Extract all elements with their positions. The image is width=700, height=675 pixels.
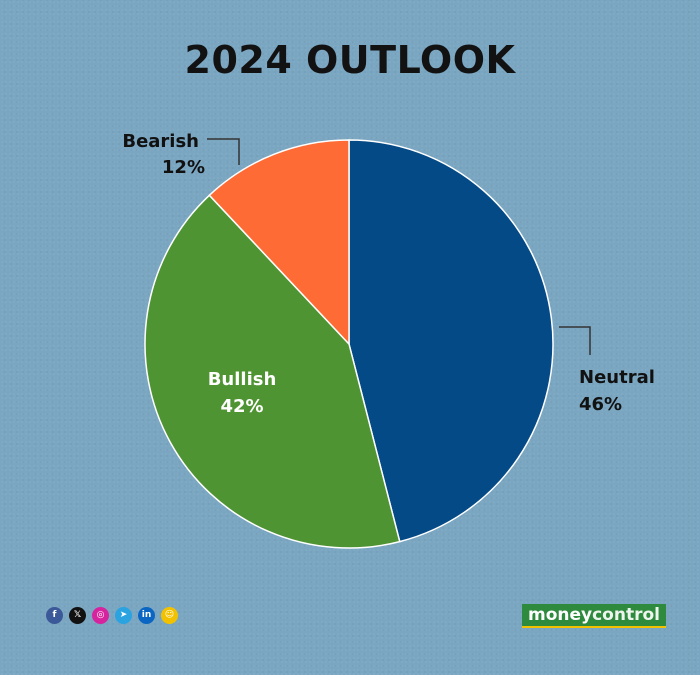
social-icons-bar: f 𝕏 ◎ ➤ in ☺ bbox=[46, 607, 178, 624]
pie-slice-bearish bbox=[208, 139, 350, 346]
slice-label-bearish: Bearish bbox=[122, 131, 199, 152]
x-icon[interactable]: 𝕏 bbox=[69, 607, 86, 624]
snapchat-icon[interactable]: ☺ bbox=[161, 607, 178, 624]
logo-text-control: control bbox=[592, 605, 660, 625]
facebook-icon[interactable]: f bbox=[46, 607, 63, 624]
pie-slice-neutral bbox=[348, 139, 554, 543]
slice-label-bullish: Bullish bbox=[208, 369, 277, 390]
pie-slice-bullish bbox=[144, 194, 401, 549]
logo-text-money: money bbox=[528, 605, 593, 625]
slice-value-neutral: 46% bbox=[579, 394, 622, 415]
neutral-leader-line bbox=[559, 326, 591, 355]
slice-value-bullish: 42% bbox=[220, 396, 263, 417]
bearish-leader-line bbox=[207, 138, 240, 165]
linkedin-icon[interactable]: in bbox=[138, 607, 155, 624]
pie-slices bbox=[144, 139, 554, 549]
chart-title: 2024 OUTLOOK bbox=[184, 38, 516, 82]
slice-value-bearish: 12% bbox=[162, 157, 205, 178]
moneycontrol-logo: money control bbox=[522, 604, 666, 628]
slice-label-neutral: Neutral bbox=[579, 367, 655, 388]
instagram-icon[interactable]: ◎ bbox=[92, 607, 109, 624]
telegram-icon[interactable]: ➤ bbox=[115, 607, 132, 624]
